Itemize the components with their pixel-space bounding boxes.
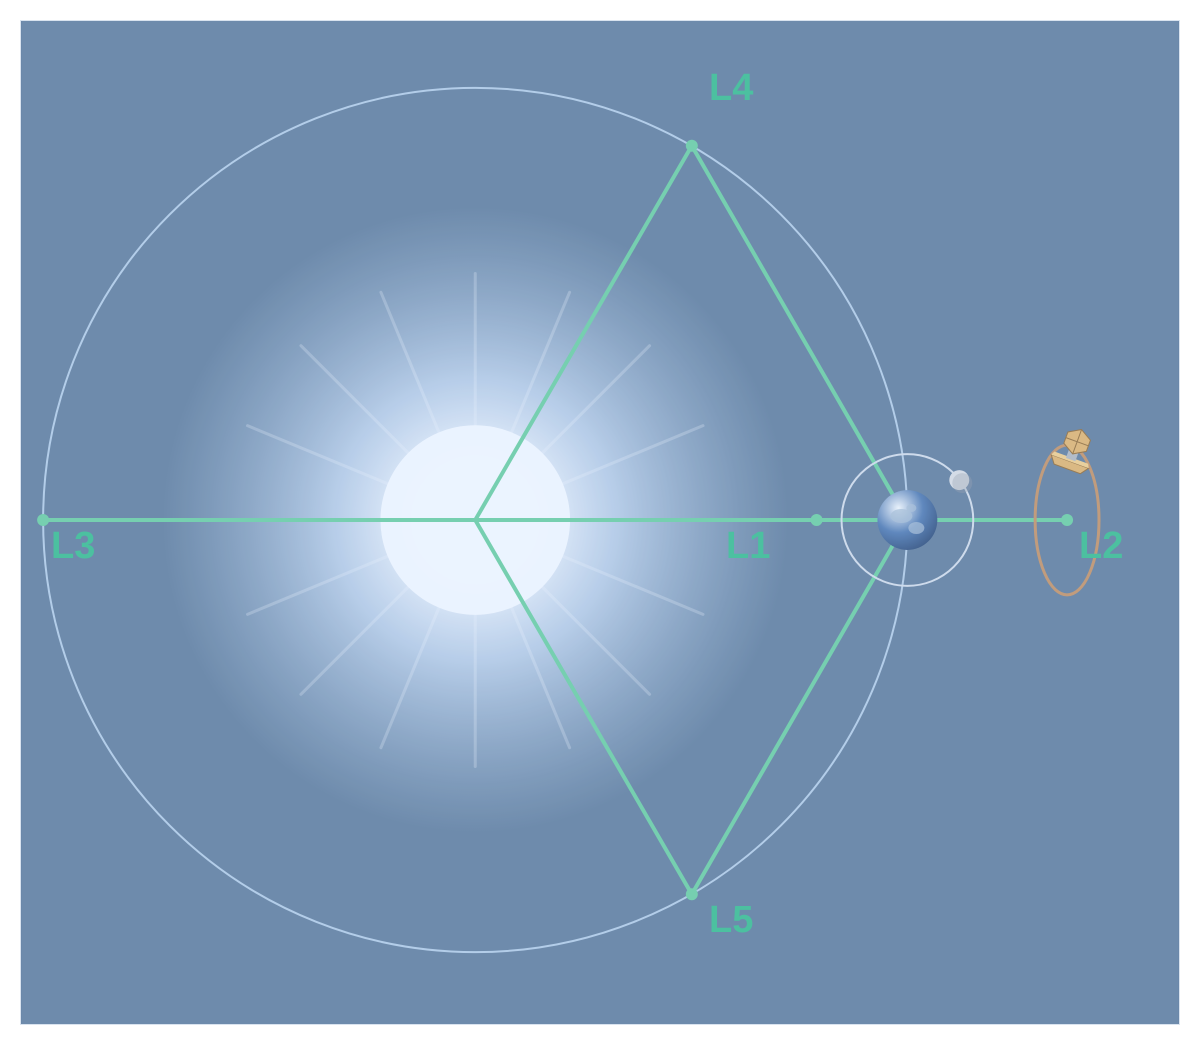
label-l2: L2 xyxy=(1079,525,1123,568)
wash-overlay xyxy=(21,21,1179,1024)
label-l1: L1 xyxy=(726,525,770,568)
label-l4: L4 xyxy=(709,67,753,110)
diagram-frame: L1 L2 L3 L4 L5 xyxy=(20,20,1180,1025)
label-l5: L5 xyxy=(709,899,753,942)
lagrange-diagram xyxy=(21,21,1179,1024)
label-l3: L3 xyxy=(51,525,95,568)
